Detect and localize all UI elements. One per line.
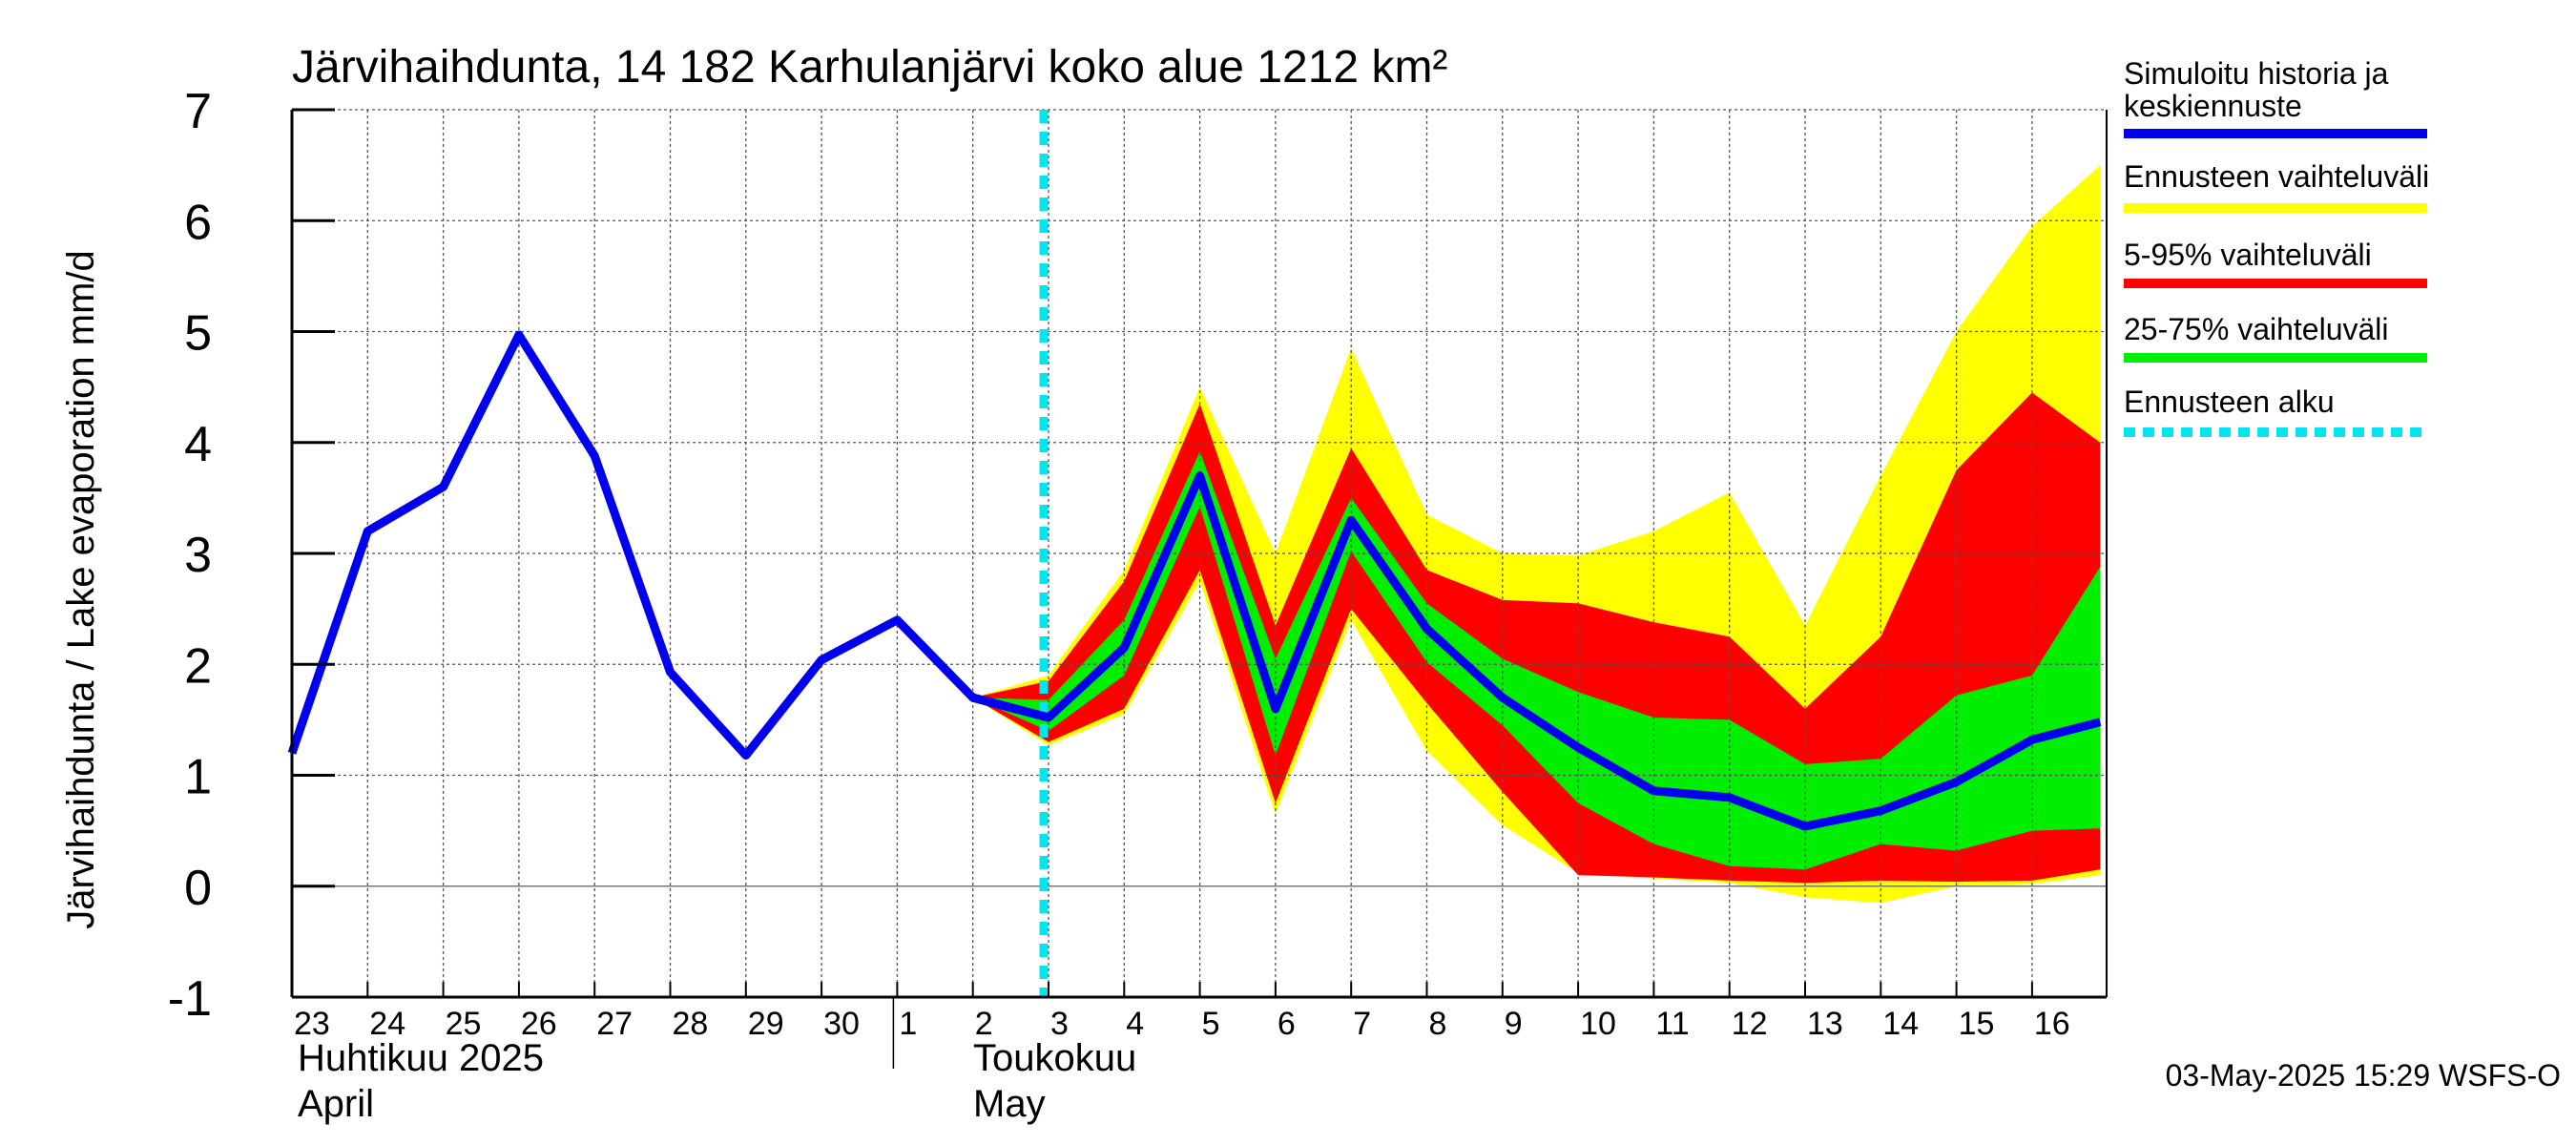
month-label-fi-1: Toukokuu bbox=[973, 1037, 1136, 1079]
timestamp-footer: 03-May-2025 15:29 WSFS-O bbox=[2166, 1058, 2561, 1093]
x-tick-label-4: 27 bbox=[596, 1006, 633, 1042]
y-tick-label-4: 3 bbox=[184, 528, 212, 583]
x-tick-label-12: 5 bbox=[1202, 1006, 1220, 1042]
y-axis-label: Järvihaihdunta / Lake evaporation mm/d bbox=[60, 250, 102, 929]
x-tick-label-20: 13 bbox=[1807, 1006, 1843, 1042]
x-tick-label-18: 11 bbox=[1655, 1006, 1689, 1042]
x-tick-label-16: 9 bbox=[1505, 1006, 1523, 1042]
y-tick-label-0: -1 bbox=[168, 971, 212, 1027]
history-line bbox=[287, 330, 1050, 760]
y-tick-label-3: 2 bbox=[184, 638, 212, 694]
x-tick-label-2: 25 bbox=[446, 1006, 482, 1042]
x-tick-label-15: 8 bbox=[1429, 1006, 1447, 1042]
x-tick-label-0: 23 bbox=[294, 1006, 330, 1042]
y-tick-label-6: 5 bbox=[184, 306, 212, 362]
x-tick-label-19: 12 bbox=[1732, 1006, 1768, 1042]
x-tick-label-6: 29 bbox=[748, 1006, 784, 1042]
legend-label-3: 5-95% vaihteluväli bbox=[2124, 238, 2372, 272]
x-tick-label-10: 3 bbox=[1050, 1006, 1069, 1042]
x-tick-label-3: 26 bbox=[521, 1006, 557, 1042]
legend-label-2: Ennusteen vaihteluväli bbox=[2124, 159, 2429, 194]
x-tick-label-17: 10 bbox=[1580, 1006, 1616, 1042]
x-tick-label-8: 1 bbox=[899, 1006, 917, 1042]
y-tick-label-7: 6 bbox=[184, 195, 212, 250]
x-tick-label-21: 14 bbox=[1882, 1006, 1919, 1042]
grid-lines bbox=[291, 109, 2107, 997]
month-label-fi-0: Huhtikuu 2025 bbox=[298, 1037, 544, 1079]
x-tick-label-11: 4 bbox=[1126, 1006, 1144, 1042]
band-2 bbox=[972, 392, 2101, 884]
month-label-en-1: May bbox=[973, 1083, 1046, 1125]
x-tick-label-1: 24 bbox=[369, 1006, 405, 1042]
legend: Simuloitu historia ja keskiennuste Ennuste… bbox=[2124, 56, 2429, 437]
legend-label-1: Simuloitu historia ja keskiennuste bbox=[2124, 56, 2389, 123]
forecast-bands bbox=[972, 165, 2101, 904]
x-tick-label-7: 30 bbox=[823, 1006, 860, 1042]
chart-title: Järvihaihdunta, 14 182 Karhulanjärvi kok… bbox=[292, 42, 1447, 93]
series-lines bbox=[287, 110, 2102, 997]
x-tick-label-22: 15 bbox=[1959, 1006, 1995, 1042]
x-tick-label-14: 7 bbox=[1353, 1006, 1371, 1042]
y-tick-label-5: 4 bbox=[184, 417, 212, 472]
y-tick-label-1: 0 bbox=[184, 861, 212, 916]
legend-label-4: 25-75% vaihteluväli bbox=[2124, 312, 2389, 346]
y-tick-label-8: 7 bbox=[184, 84, 212, 139]
legend-label-5: Ennusteen alku bbox=[2124, 385, 2335, 419]
band-3 bbox=[972, 451, 2101, 870]
month-label-en-0: April bbox=[298, 1083, 374, 1125]
x-tick-label-5: 28 bbox=[673, 1006, 709, 1042]
x-tick-label-13: 6 bbox=[1278, 1006, 1296, 1042]
median-line bbox=[971, 471, 2102, 831]
x-tick-label-9: 2 bbox=[975, 1006, 993, 1042]
y-tick-label-2: 1 bbox=[184, 750, 212, 805]
x-tick-label-23: 16 bbox=[2034, 1006, 2070, 1042]
